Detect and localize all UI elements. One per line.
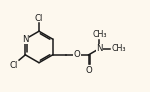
Text: CH₃: CH₃ — [92, 30, 107, 39]
Text: Cl: Cl — [35, 14, 43, 23]
Text: Cl: Cl — [10, 61, 18, 70]
Text: CH₃: CH₃ — [111, 44, 126, 53]
Text: N: N — [96, 44, 103, 53]
Text: O: O — [85, 66, 92, 75]
Text: N: N — [22, 35, 29, 44]
Text: O: O — [74, 50, 80, 59]
